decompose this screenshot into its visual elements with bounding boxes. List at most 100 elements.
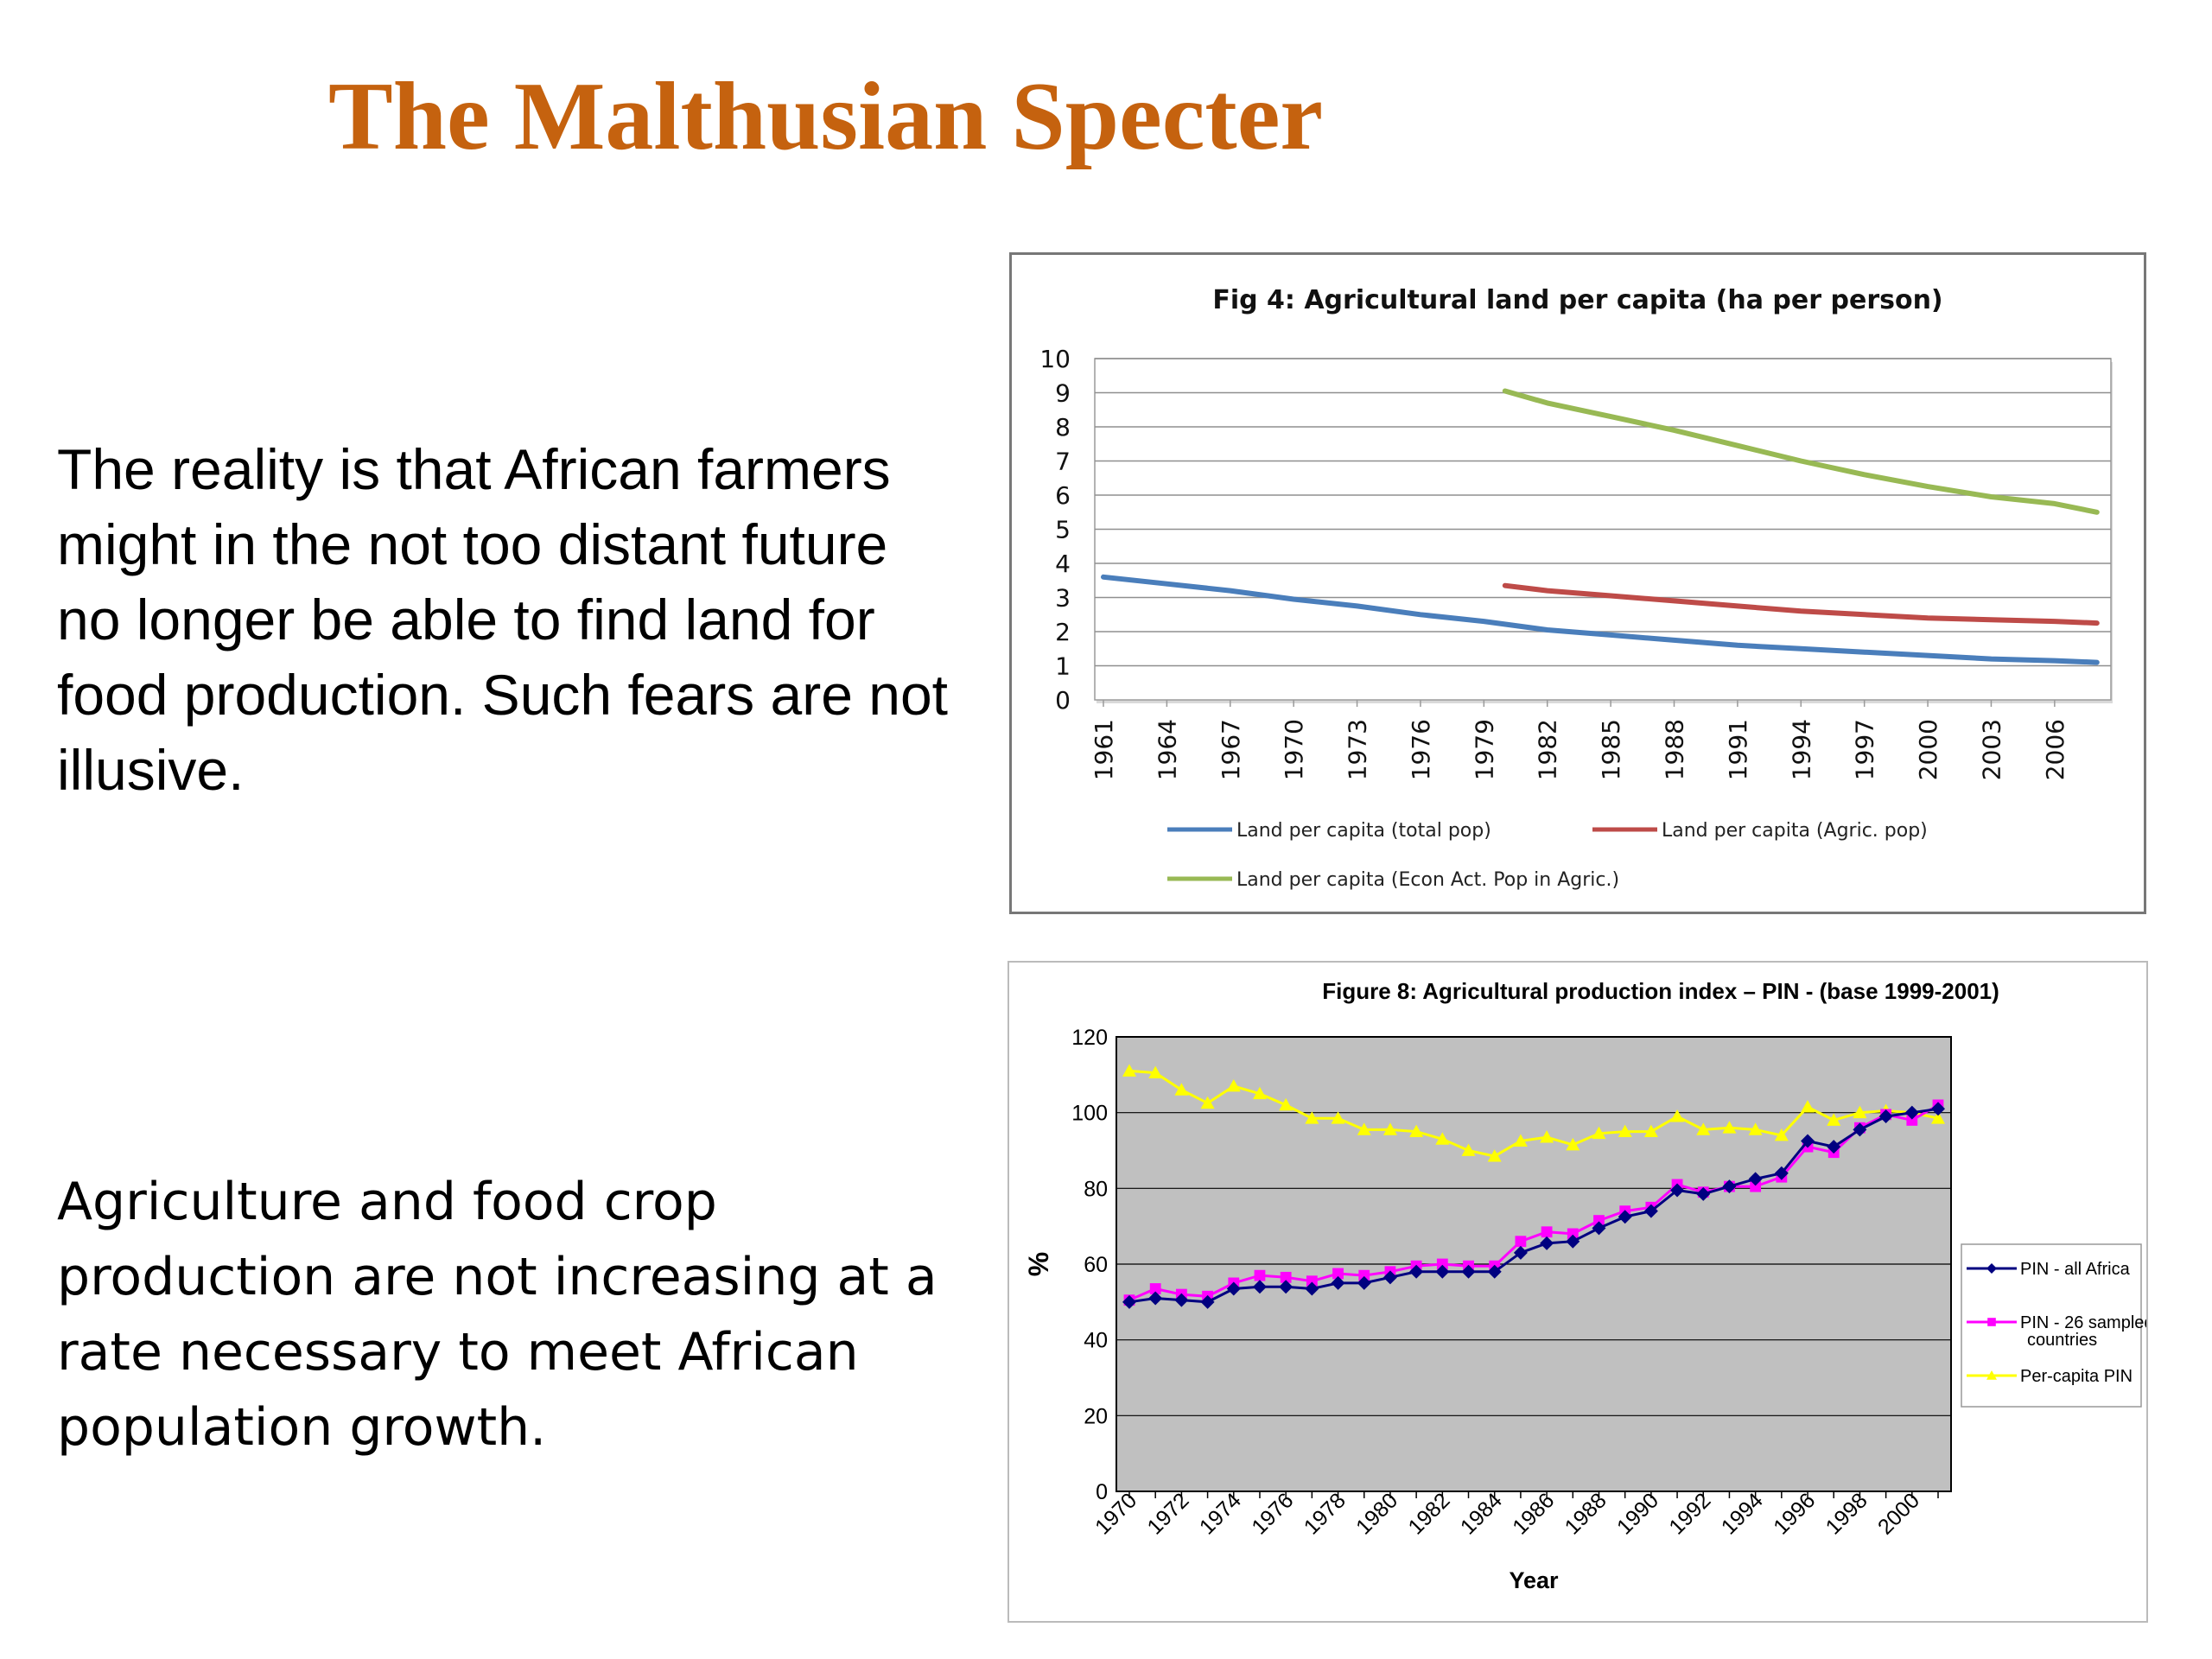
production-index-figure: Figure 8: Agricultural production index …: [1007, 961, 2148, 1623]
legend-label-line: countries: [2027, 1331, 2097, 1350]
x-tick-label: 1997: [1851, 719, 1879, 780]
y-axis-title: %: [1023, 1252, 1054, 1276]
data-point: [1279, 1097, 1294, 1111]
data-point: [1540, 1236, 1554, 1250]
data-point: [1931, 1111, 1945, 1124]
y-tick-label: 80: [1084, 1177, 1108, 1201]
x-tick-label: 1985: [1597, 719, 1625, 780]
data-point: [1305, 1111, 1319, 1124]
data-point: [1515, 1236, 1527, 1248]
data-point: [1226, 1281, 1241, 1296]
data-point: [1357, 1275, 1371, 1290]
data-point: [1748, 1172, 1763, 1186]
data-point: [1853, 1105, 1867, 1119]
data-point: [1382, 1270, 1397, 1285]
x-tick-label: 1964: [1153, 719, 1181, 780]
data-point: [1593, 1215, 1605, 1226]
x-tick-label: 2000: [1914, 719, 1942, 780]
x-tick-label: 1972: [1142, 1488, 1193, 1539]
data-point: [1566, 1137, 1580, 1151]
legend-label-line: PIN - 26 sampled: [2020, 1313, 2146, 1332]
data-point: [1409, 1124, 1424, 1137]
data-point: [1174, 1293, 1189, 1307]
x-tick-label: 1986: [1508, 1488, 1559, 1539]
data-point: [1618, 1124, 1632, 1137]
data-point: [1200, 1294, 1215, 1309]
data-point: [1513, 1134, 1528, 1147]
data-point: [1382, 1122, 1397, 1135]
data-point: [1722, 1121, 1737, 1134]
y-tick-label: 40: [1084, 1329, 1108, 1353]
y-tick-label: 5: [1055, 516, 1071, 544]
legend-label: PIN - all Africa: [2020, 1260, 2131, 1279]
data-point: [1487, 1149, 1502, 1162]
data-point: [1148, 1065, 1163, 1079]
x-tick-label: 1982: [1534, 719, 1562, 780]
legend-label: PIN - 26 sampled countries: [2020, 1313, 2146, 1350]
data-point: [1722, 1179, 1737, 1194]
data-point: [1487, 1264, 1502, 1279]
y-tick-label: 10: [1039, 345, 1071, 373]
y-tick-label: 8: [1055, 413, 1071, 442]
data-point: [1358, 1269, 1370, 1281]
data-point: [1306, 1275, 1318, 1287]
data-point: [1541, 1226, 1553, 1238]
data-point: [1279, 1280, 1294, 1294]
data-point: [1750, 1180, 1762, 1192]
data-point: [1670, 1109, 1685, 1122]
land-per-capita-figure: Fig 4: Agricultural land per capita (ha …: [1009, 252, 2146, 914]
data-point: [1986, 1370, 1997, 1380]
data-point: [1592, 1126, 1606, 1140]
data-point: [1357, 1122, 1371, 1135]
legend-label: Land per capita (total pop): [1236, 820, 1491, 842]
x-tick-label: 1990: [1612, 1488, 1663, 1539]
chart-title: Fig 4: Agricultural land per capita (ha …: [1212, 285, 1942, 315]
x-tick-label: 2000: [1873, 1488, 1924, 1539]
y-tick-label: 2: [1055, 618, 1071, 646]
data-point: [1696, 1122, 1711, 1135]
legend-label: Land per capita (Agric. pop): [1662, 820, 1928, 842]
data-point: [1643, 1124, 1658, 1137]
y-tick-label: 60: [1084, 1253, 1108, 1277]
data-point: [1748, 1122, 1763, 1135]
data-point: [1252, 1086, 1267, 1100]
x-tick-label: 1984: [1456, 1488, 1507, 1539]
data-point: [1305, 1281, 1319, 1296]
data-point: [1853, 1122, 1867, 1137]
x-tick-label: 1994: [1787, 719, 1815, 780]
legend-label: Land per capita (Econ Act. Pop in Agric.…: [1236, 869, 1619, 891]
data-point: [1122, 1294, 1136, 1309]
y-tick-label: 3: [1055, 584, 1071, 613]
reality-paragraph: The reality is that African farmers migh…: [57, 437, 948, 802]
y-tick-label: 6: [1055, 481, 1071, 510]
x-tick-label: 1988: [1661, 719, 1689, 780]
data-point: [1331, 1111, 1345, 1124]
x-tick-label: 1998: [1821, 1488, 1872, 1539]
y-tick-label: 0: [1055, 686, 1071, 715]
series-line: [1502, 388, 2100, 515]
data-point: [1461, 1143, 1476, 1156]
data-point: [1801, 1134, 1815, 1148]
agriculture-paragraph: Agriculture and food crop production are…: [57, 1172, 938, 1458]
data-point: [1643, 1204, 1658, 1218]
data-point: [1461, 1264, 1476, 1279]
slide-title: The Malthusian Specter: [328, 63, 1324, 170]
y-tick-label: 1: [1055, 652, 1071, 681]
y-tick-label: 0: [1096, 1480, 1108, 1504]
data-point: [1801, 1100, 1815, 1113]
data-point: [1331, 1275, 1345, 1290]
data-point: [1774, 1128, 1789, 1141]
data-point: [1149, 1283, 1161, 1294]
data-point: [1906, 1115, 1918, 1126]
series-line: [1101, 574, 2100, 665]
x-tick-label: 1979: [1470, 719, 1498, 780]
data-point: [1592, 1221, 1606, 1236]
x-tick-label: 2003: [1977, 719, 2005, 780]
data-point: [1174, 1083, 1189, 1096]
x-tick-label: 1967: [1217, 719, 1245, 780]
legend: PIN - all Africa PIN - 26 sampled countrie…: [1961, 1243, 2146, 1408]
x-tick-label: 1992: [1664, 1488, 1715, 1539]
data-point: [1827, 1113, 1841, 1126]
y-tick-label: 120: [1071, 1026, 1108, 1050]
data-point: [1513, 1245, 1528, 1260]
